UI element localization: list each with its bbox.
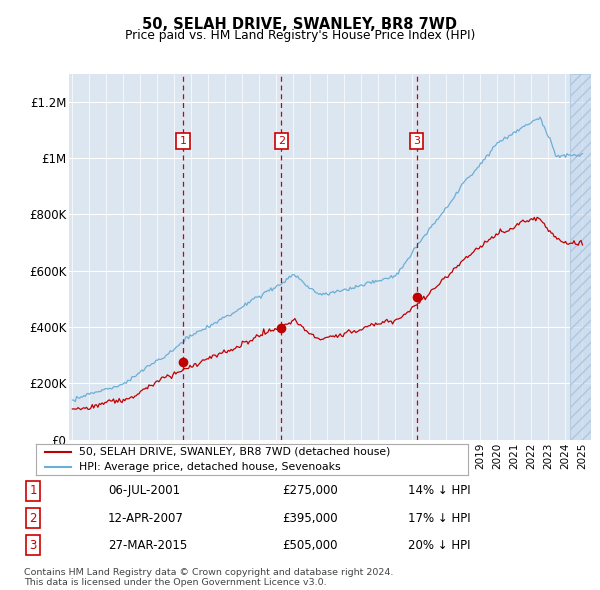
Text: 3: 3 bbox=[29, 539, 37, 552]
Text: 2: 2 bbox=[278, 136, 285, 146]
Text: £505,000: £505,000 bbox=[282, 539, 337, 552]
Text: £395,000: £395,000 bbox=[282, 512, 338, 525]
Text: 27-MAR-2015: 27-MAR-2015 bbox=[108, 539, 187, 552]
Text: 3: 3 bbox=[413, 136, 420, 146]
Bar bbox=[570, 74, 591, 440]
Text: 2: 2 bbox=[29, 512, 37, 525]
Text: £275,000: £275,000 bbox=[282, 484, 338, 497]
Text: 14% ↓ HPI: 14% ↓ HPI bbox=[408, 484, 470, 497]
Text: 20% ↓ HPI: 20% ↓ HPI bbox=[408, 539, 470, 552]
Text: 1: 1 bbox=[179, 136, 187, 146]
Text: 50, SELAH DRIVE, SWANLEY, BR8 7WD (detached house): 50, SELAH DRIVE, SWANLEY, BR8 7WD (detac… bbox=[79, 447, 391, 457]
Text: Price paid vs. HM Land Registry's House Price Index (HPI): Price paid vs. HM Land Registry's House … bbox=[125, 30, 475, 42]
Text: 17% ↓ HPI: 17% ↓ HPI bbox=[408, 512, 470, 525]
Text: 06-JUL-2001: 06-JUL-2001 bbox=[108, 484, 180, 497]
Text: HPI: Average price, detached house, Sevenoaks: HPI: Average price, detached house, Seve… bbox=[79, 463, 341, 472]
Text: 50, SELAH DRIVE, SWANLEY, BR8 7WD: 50, SELAH DRIVE, SWANLEY, BR8 7WD bbox=[143, 17, 458, 31]
Text: 1: 1 bbox=[29, 484, 37, 497]
Text: 12-APR-2007: 12-APR-2007 bbox=[108, 512, 184, 525]
Text: Contains HM Land Registry data © Crown copyright and database right 2024.
This d: Contains HM Land Registry data © Crown c… bbox=[24, 568, 394, 587]
Bar bbox=[570, 74, 591, 440]
